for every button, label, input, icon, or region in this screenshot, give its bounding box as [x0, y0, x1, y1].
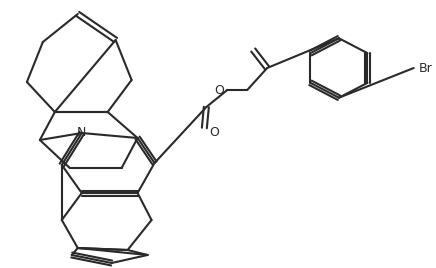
Text: O: O [215, 84, 224, 96]
Text: Br: Br [419, 61, 433, 75]
Text: N: N [77, 126, 86, 140]
Text: O: O [209, 126, 219, 140]
